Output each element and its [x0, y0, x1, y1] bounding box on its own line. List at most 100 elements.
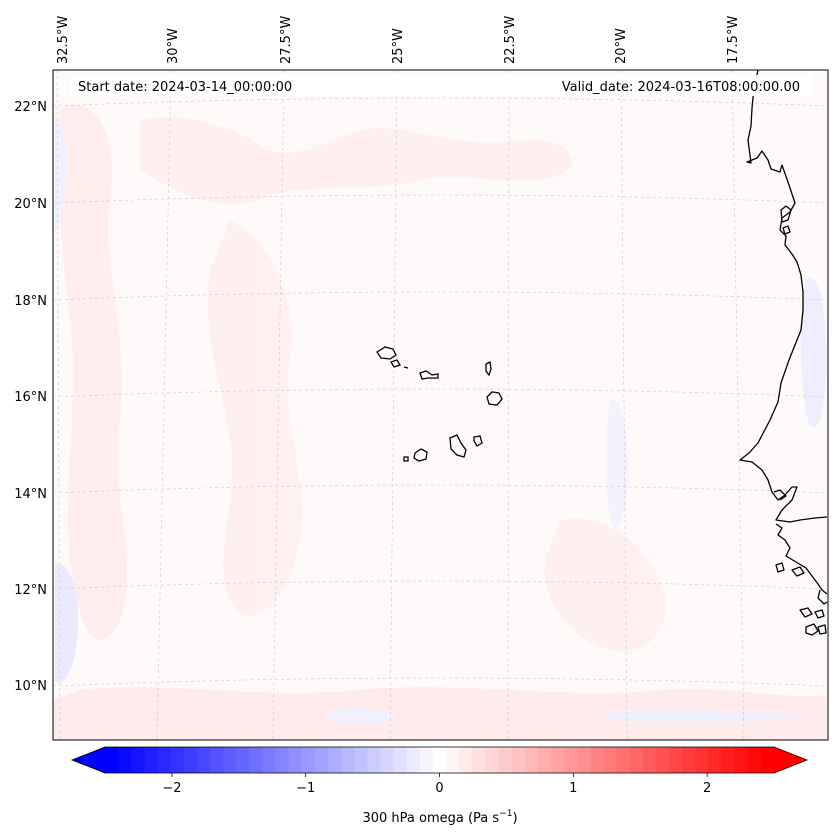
lon-tick-label: 27.5°W	[279, 16, 294, 64]
colorbar-segment	[223, 747, 237, 773]
colorbar-segment	[682, 747, 696, 773]
island-brava	[403, 456, 409, 462]
field-negative-south-center	[330, 708, 395, 725]
colorbar-segment	[406, 747, 421, 773]
gridline-lon-22.5	[507, 69, 510, 741]
coastline-bissagos-3	[799, 607, 813, 618]
colorbar-segment	[105, 747, 119, 773]
colorbar-segment	[485, 747, 500, 773]
colorbar-segment	[721, 747, 736, 773]
gridline-lon-27.5	[272, 69, 285, 741]
colorbar-segment	[301, 747, 316, 773]
colorbar-tick-label: 1	[569, 781, 577, 796]
colorbar-label-exponent: −1	[499, 809, 512, 819]
colorbar-segments	[105, 747, 775, 773]
colorbar-segment	[288, 747, 303, 773]
lat-tick-label: 14°N	[14, 487, 47, 502]
gridline-lat-12	[52, 580, 828, 590]
lat-tick-label: 20°N	[14, 197, 47, 212]
colorbar-segment	[734, 747, 749, 773]
gridlines	[52, 69, 828, 741]
coastline-bissagos-2	[791, 566, 805, 577]
field-negative-southwest	[55, 564, 79, 683]
colorbar-segment	[236, 747, 250, 773]
colorbar-segment	[642, 747, 657, 773]
colorbar-segment	[747, 747, 762, 773]
island-santo-antao	[376, 346, 397, 360]
coastline-guinea	[817, 589, 828, 605]
gridline-lon-17.5	[731, 69, 745, 741]
colorbar-segment	[577, 747, 591, 773]
colorbar-segment	[708, 747, 723, 773]
colorbar-segment	[209, 747, 224, 773]
coastline-bissagos-1	[775, 562, 785, 573]
gridline-lat-10	[52, 677, 828, 687]
field-positive-west	[58, 104, 128, 641]
colorbar-segment	[537, 747, 552, 773]
lat-tick-label: 12°N	[14, 583, 47, 598]
colorbar-segment	[564, 747, 578, 773]
island-boa-vista	[486, 391, 503, 406]
coastline-bissagos-6	[817, 624, 827, 635]
cape-verde-islands	[376, 346, 503, 462]
colorbar-segment	[459, 747, 473, 773]
coastline-banc-arguin	[782, 225, 791, 235]
colorbar-segment	[432, 747, 447, 773]
gridline-lat-14	[52, 484, 828, 494]
map-panel: Start date: 2024-03-14_00:00:00 Valid_da…	[52, 69, 829, 741]
gridline-lon-30	[156, 69, 172, 741]
island-sao-nicolau	[419, 370, 439, 380]
gridline-lon-32.5	[56, 69, 61, 741]
colorbar-label: 300 hPa omega (Pa s−1)	[362, 809, 517, 826]
colorbar-segment	[760, 747, 775, 773]
coastline-gambia	[773, 489, 787, 501]
lat-tick-label: 16°N	[14, 390, 47, 405]
colorbar-label-close: )	[512, 811, 517, 826]
start-date-label: Start date: 2024-03-14_00:00:00	[78, 80, 292, 95]
colorbar-segment	[695, 747, 710, 773]
colorbar-segment	[655, 747, 670, 773]
colorbar-segment	[380, 747, 395, 773]
field-negative-east	[800, 278, 826, 428]
colorbar-tick-label: 2	[703, 781, 711, 796]
lon-tick-labels: 32.5°W 30°W 27.5°W 25°W 22.5°W 20°W 17.5…	[56, 16, 741, 64]
colorbar: −2 −1 0 1 2 300 hPa omega (Pa s−1)	[70, 746, 809, 826]
colorbar-segment	[144, 747, 159, 773]
colorbar-segment	[183, 747, 198, 773]
island-fogo	[413, 448, 428, 462]
colorbar-segment	[157, 747, 172, 773]
field-negative-northwest	[53, 118, 68, 233]
lon-tick-label: 25°W	[391, 28, 406, 64]
colorbar-tick-label: 0	[435, 781, 443, 796]
lat-tick-label: 22°N	[14, 100, 47, 115]
lon-tick-label: 22.5°W	[503, 16, 518, 64]
colorbar-segment	[524, 747, 539, 773]
island-sao-vicente	[390, 359, 401, 368]
colorbar-segment	[472, 747, 487, 773]
field-positive-central	[207, 220, 303, 617]
lon-tick-label: 20°W	[614, 28, 629, 64]
gridline-lat-20	[52, 194, 828, 204]
lon-tick-label: 17.5°W	[726, 16, 741, 64]
coastline-mauritania-senegal	[739, 69, 828, 523]
map-frame	[52, 69, 829, 741]
coastline-bissagos-5	[805, 623, 819, 636]
colorbar-segment	[669, 747, 683, 773]
gridline-lon-20	[620, 69, 628, 741]
colorbar-segment	[393, 747, 408, 773]
gridline-lat-22	[52, 97, 828, 107]
colorbar-segment	[314, 747, 329, 773]
colorbar-extend-min	[72, 747, 105, 773]
colorbar-segment	[354, 747, 368, 773]
coastline-bissagos-4	[814, 609, 825, 619]
valid-date-label: Valid_date: 2024-03-16T08:00:00.00	[562, 80, 800, 95]
lat-tick-labels: 22°N 20°N 18°N 16°N 14°N 12°N 10°N	[14, 100, 47, 694]
gridline-lon-25	[389, 69, 398, 741]
colorbar-segment	[170, 747, 185, 773]
gridline-lat-18	[52, 291, 828, 301]
colorbar-segment	[262, 747, 277, 773]
island-santa-luzia	[403, 366, 409, 369]
colorbar-segment	[341, 747, 355, 773]
lat-tick-label: 18°N	[14, 294, 47, 309]
island-santiago	[449, 434, 467, 458]
